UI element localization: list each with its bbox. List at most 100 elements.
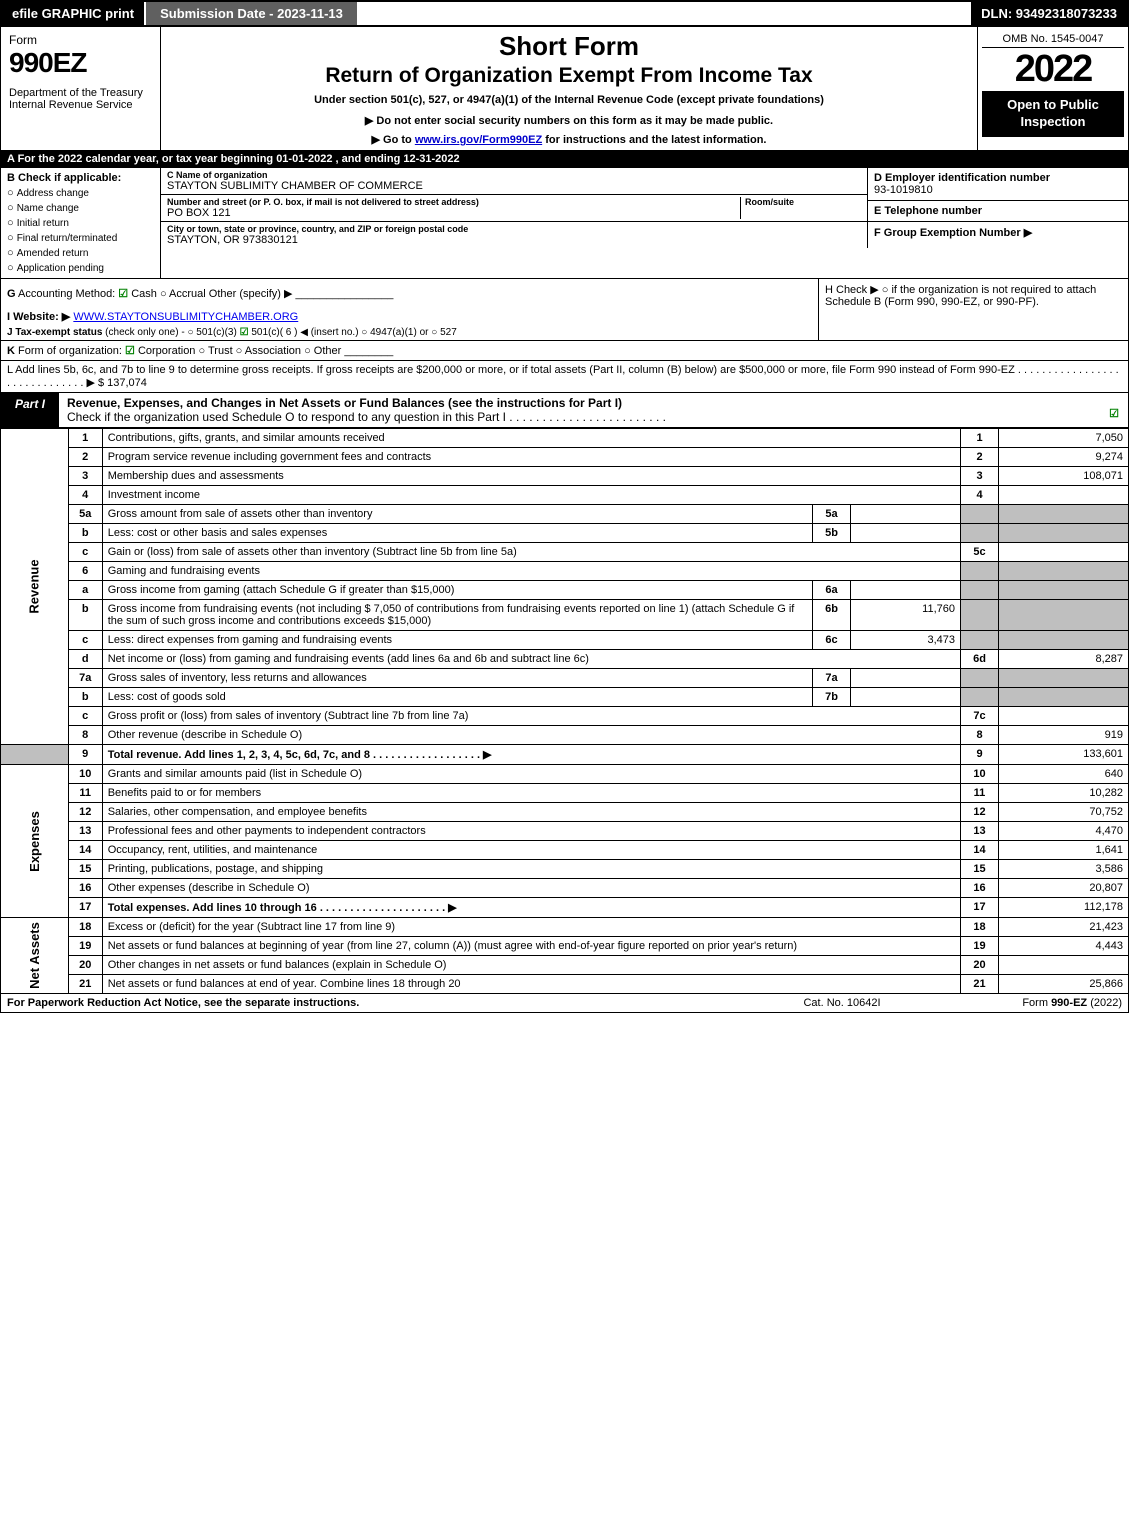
line-desc: Less: direct expenses from gaming and fu…	[102, 631, 812, 650]
chk-name-change[interactable]: Name change	[7, 202, 154, 214]
line-ref: 16	[961, 879, 999, 898]
line-desc: Gain or (loss) from sale of assets other…	[102, 543, 960, 562]
telephone-label: E Telephone number	[874, 205, 982, 217]
line-val: 7,050	[999, 429, 1129, 448]
sub-num: 7b	[813, 688, 851, 707]
part-1-subtitle: Check if the organization used Schedule …	[67, 410, 666, 424]
grey-cell	[961, 600, 999, 631]
line-ref: 10	[961, 765, 999, 784]
line-val: 640	[999, 765, 1129, 784]
room-suite-label: Room/suite	[745, 197, 861, 207]
grey-cell	[961, 505, 999, 524]
grey-cell	[999, 562, 1129, 581]
line-ref: 6d	[961, 650, 999, 669]
line-desc: Professional fees and other payments to …	[102, 822, 960, 841]
sub-val	[851, 581, 961, 600]
sub-num: 5a	[813, 505, 851, 524]
chk-address-change[interactable]: Address change	[7, 187, 154, 199]
line-ref: 8	[961, 726, 999, 745]
grey-cell	[999, 669, 1129, 688]
chk-initial-return[interactable]: Initial return	[7, 217, 154, 229]
line-desc: Net assets or fund balances at end of ye…	[102, 975, 960, 994]
line-num: 3	[68, 467, 102, 486]
header-left: Form 990EZ Department of the Treasury In…	[1, 27, 161, 150]
line-val: 21,423	[999, 918, 1129, 937]
line-val	[999, 956, 1129, 975]
grey-cell	[999, 631, 1129, 650]
subtitle-1: Under section 501(c), 527, or 4947(a)(1)…	[171, 94, 967, 106]
line-val: 25,866	[999, 975, 1129, 994]
catalog-number: Cat. No. 10642I	[742, 997, 942, 1009]
chk-amended-return[interactable]: Amended return	[7, 247, 154, 259]
line-val: 112,178	[999, 898, 1129, 918]
line-num: 16	[68, 879, 102, 898]
website-link[interactable]: WWW.STAYTONSUBLIMITYCHAMBER.ORG	[73, 311, 298, 323]
line-num: 6	[68, 562, 102, 581]
line-num: c	[68, 631, 102, 650]
line-desc: Net income or (loss) from gaming and fun…	[102, 650, 960, 669]
h-schedule-b: H Check ▶ ○ if the organization is not r…	[818, 279, 1128, 340]
row-a-taxyear: A For the 2022 calendar year, or tax yea…	[0, 151, 1129, 168]
line-num: 7a	[68, 669, 102, 688]
sub-num: 6a	[813, 581, 851, 600]
column-c: C Name of organization STAYTON SUBLIMITY…	[161, 168, 868, 248]
chk-application-pending[interactable]: Application pending	[7, 262, 154, 274]
grey-cell	[961, 631, 999, 650]
grey-cell	[999, 600, 1129, 631]
line-desc: Benefits paid to or for members	[102, 784, 960, 803]
line-val	[999, 543, 1129, 562]
irs-link[interactable]: www.irs.gov/Form990EZ	[415, 134, 542, 146]
line-num: 14	[68, 841, 102, 860]
line-val: 8,287	[999, 650, 1129, 669]
line-ref: 12	[961, 803, 999, 822]
line-desc: Gross amount from sale of assets other t…	[102, 505, 812, 524]
line-desc: Less: cost or other basis and sales expe…	[102, 524, 812, 543]
sub-val	[851, 524, 961, 543]
line-num: c	[68, 707, 102, 726]
line-num: 13	[68, 822, 102, 841]
form-header: Form 990EZ Department of the Treasury In…	[0, 27, 1129, 151]
line-ref: 2	[961, 448, 999, 467]
line-num: b	[68, 600, 102, 631]
line-ref: 3	[961, 467, 999, 486]
top-bar: efile GRAPHIC print Submission Date - 20…	[0, 0, 1129, 27]
line-val: 9,274	[999, 448, 1129, 467]
grey-cell	[961, 688, 999, 707]
department-label: Department of the Treasury Internal Reve…	[9, 87, 152, 111]
line-num: 11	[68, 784, 102, 803]
ein-label: D Employer identification number	[874, 172, 1050, 184]
address: PO BOX 121	[167, 207, 736, 219]
line-num: 15	[68, 860, 102, 879]
city-label: City or town, state or province, country…	[167, 224, 861, 234]
line-desc: Total revenue. Add lines 1, 2, 3, 4, 5c,…	[102, 745, 960, 765]
line-val: 10,282	[999, 784, 1129, 803]
line-desc: Program service revenue including govern…	[102, 448, 960, 467]
line-num: 9	[68, 745, 102, 765]
line-ref: 4	[961, 486, 999, 505]
line-desc: Printing, publications, postage, and shi…	[102, 860, 960, 879]
line-desc: Contributions, gifts, grants, and simila…	[102, 429, 960, 448]
sub-num: 6b	[813, 600, 851, 631]
grey-cell	[999, 581, 1129, 600]
line-num: 5a	[68, 505, 102, 524]
title-line2: Return of Organization Exempt From Incom…	[171, 64, 967, 88]
chk-final-return[interactable]: Final return/terminated	[7, 232, 154, 244]
line-desc: Gross sales of inventory, less returns a…	[102, 669, 812, 688]
sub-num: 5b	[813, 524, 851, 543]
org-name: STAYTON SUBLIMITY CHAMBER OF COMMERCE	[167, 180, 861, 192]
line-num: 10	[68, 765, 102, 784]
section-b-through-f: B Check if applicable: Address change Na…	[0, 168, 1129, 279]
grey-cell	[961, 562, 999, 581]
column-b: B Check if applicable: Address change Na…	[1, 168, 161, 278]
line-ref: 21	[961, 975, 999, 994]
line-ref: 18	[961, 918, 999, 937]
efile-print-button[interactable]: efile GRAPHIC print	[2, 2, 146, 25]
part-1-checkbox[interactable]: ☑	[1100, 393, 1128, 427]
open-to-public: Open to Public Inspection	[982, 91, 1124, 137]
line-num: 1	[68, 429, 102, 448]
line-desc: Gross profit or (loss) from sales of inv…	[102, 707, 960, 726]
website-line: I Website: ▶ WWW.STAYTONSUBLIMITYCHAMBER…	[7, 310, 812, 323]
line-val: 1,641	[999, 841, 1129, 860]
line-desc: Gross income from gaming (attach Schedul…	[102, 581, 812, 600]
sub-val	[851, 669, 961, 688]
